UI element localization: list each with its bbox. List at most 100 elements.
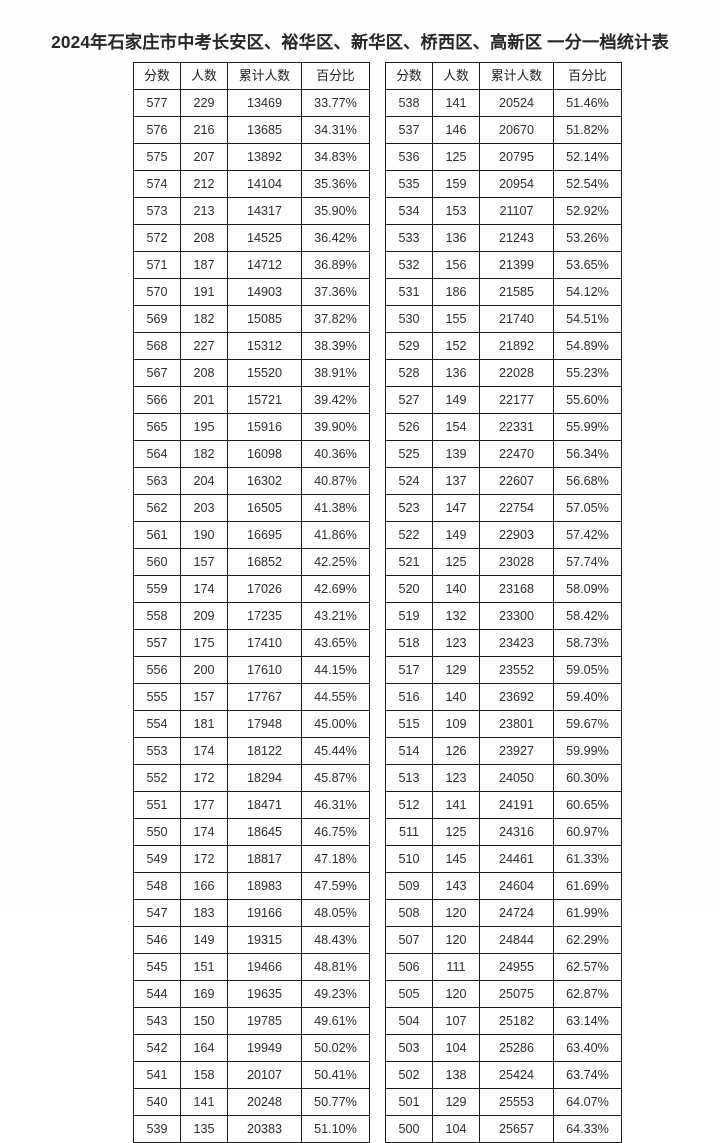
- count-cell: 152: [432, 332, 480, 360]
- table-row: 576 216 13685 34.31%: [133, 116, 370, 144]
- table-row: 553 174 18122 45.44%: [133, 737, 370, 765]
- count-cell: 146: [432, 116, 480, 144]
- table-row: 567 208 15520 38.91%: [133, 359, 370, 387]
- table-row: 535 159 20954 52.54%: [385, 170, 622, 198]
- score-cell: 560: [133, 548, 181, 576]
- count-cell: 191: [180, 278, 228, 306]
- score-cell: 567: [133, 359, 181, 387]
- cumulative-cell: 18983: [227, 872, 302, 900]
- table-row: 501 129 25553 64.07%: [385, 1088, 622, 1116]
- percent-cell: 59.67%: [553, 710, 622, 738]
- cumulative-cell: 21892: [479, 332, 554, 360]
- column-header-score: 分数: [133, 62, 181, 90]
- percent-cell: 53.26%: [553, 224, 622, 252]
- count-cell: 212: [180, 170, 228, 198]
- score-cell: 544: [133, 980, 181, 1008]
- score-cell: 511: [385, 818, 433, 846]
- table-row: 529 152 21892 54.89%: [385, 332, 622, 360]
- table-row: 504 107 25182 63.14%: [385, 1007, 622, 1035]
- score-cell: 536: [385, 143, 433, 171]
- count-cell: 138: [432, 1061, 480, 1089]
- count-cell: 141: [432, 791, 480, 819]
- count-cell: 157: [180, 548, 228, 576]
- percent-cell: 39.90%: [301, 413, 370, 441]
- count-cell: 154: [432, 413, 480, 441]
- score-cell: 507: [385, 926, 433, 954]
- score-cell: 552: [133, 764, 181, 792]
- count-cell: 149: [432, 386, 480, 414]
- percent-cell: 37.82%: [301, 305, 370, 333]
- count-cell: 104: [432, 1034, 480, 1062]
- table-row: 556 200 17610 44.15%: [133, 656, 370, 684]
- header-row: 分数 人数 累计人数 百分比: [385, 62, 622, 90]
- table-row: 532 156 21399 53.65%: [385, 251, 622, 279]
- score-cell: 568: [133, 332, 181, 360]
- count-cell: 174: [180, 575, 228, 603]
- table-row: 510 145 24461 61.33%: [385, 845, 622, 873]
- table-row: 537 146 20670 51.82%: [385, 116, 622, 144]
- count-cell: 141: [432, 89, 480, 117]
- right-table-container: 分数 人数 累计人数 百分比 538 141 20524 51.46% 537 146 20…: [385, 62, 622, 1143]
- percent-cell: 45.00%: [301, 710, 370, 738]
- table-row: 544 169 19635 49.23%: [133, 980, 370, 1008]
- table-row: 515 109 23801 59.67%: [385, 710, 622, 738]
- percent-cell: 60.65%: [553, 791, 622, 819]
- percent-cell: 47.18%: [301, 845, 370, 873]
- count-cell: 132: [432, 602, 480, 630]
- cumulative-cell: 23028: [479, 548, 554, 576]
- score-cell: 519: [385, 602, 433, 630]
- table-row: 577 229 13469 33.77%: [133, 89, 370, 117]
- percent-cell: 60.97%: [553, 818, 622, 846]
- table-row: 555 157 17767 44.55%: [133, 683, 370, 711]
- table-row: 575 207 13892 34.83%: [133, 143, 370, 171]
- statistics-page: 2024年石家庄市中考长安区、裕华区、新华区、桥西区、高新区 一分一档统计表 分…: [51, 32, 669, 1143]
- score-cell: 555: [133, 683, 181, 711]
- table-row: 552 172 18294 45.87%: [133, 764, 370, 792]
- percent-cell: 62.87%: [553, 980, 622, 1008]
- cumulative-cell: 20795: [479, 143, 554, 171]
- score-cell: 571: [133, 251, 181, 279]
- table-row: 547 183 19166 48.05%: [133, 899, 370, 927]
- score-cell: 526: [385, 413, 433, 441]
- score-cell: 565: [133, 413, 181, 441]
- score-cell: 530: [385, 305, 433, 333]
- count-cell: 164: [180, 1034, 228, 1062]
- cumulative-cell: 19315: [227, 926, 302, 954]
- table-row: 563 204 16302 40.87%: [133, 467, 370, 495]
- percent-cell: 43.65%: [301, 629, 370, 657]
- percent-cell: 61.33%: [553, 845, 622, 873]
- percent-cell: 61.69%: [553, 872, 622, 900]
- table-row: 549 172 18817 47.18%: [133, 845, 370, 873]
- percent-cell: 36.42%: [301, 224, 370, 252]
- cumulative-cell: 23801: [479, 710, 554, 738]
- count-cell: 174: [180, 818, 228, 846]
- percent-cell: 57.05%: [553, 494, 622, 522]
- table-row: 503 104 25286 63.40%: [385, 1034, 622, 1062]
- count-cell: 149: [432, 521, 480, 549]
- page-title: 2024年石家庄市中考长安区、裕华区、新华区、桥西区、高新区 一分一档统计表: [51, 32, 669, 52]
- cumulative-cell: 21585: [479, 278, 554, 306]
- percent-cell: 48.05%: [301, 899, 370, 927]
- cumulative-cell: 16098: [227, 440, 302, 468]
- cumulative-cell: 18471: [227, 791, 302, 819]
- cumulative-cell: 25424: [479, 1061, 554, 1089]
- score-cell: 573: [133, 197, 181, 225]
- count-cell: 129: [432, 656, 480, 684]
- score-cell: 559: [133, 575, 181, 603]
- table-row: 551 177 18471 46.31%: [133, 791, 370, 819]
- table-row: 518 123 23423 58.73%: [385, 629, 622, 657]
- table-row: 513 123 24050 60.30%: [385, 764, 622, 792]
- percent-cell: 40.36%: [301, 440, 370, 468]
- percent-cell: 53.65%: [553, 251, 622, 279]
- count-cell: 172: [180, 764, 228, 792]
- count-cell: 125: [432, 143, 480, 171]
- cumulative-cell: 24316: [479, 818, 554, 846]
- count-cell: 136: [432, 359, 480, 387]
- table-row: 568 227 15312 38.39%: [133, 332, 370, 360]
- count-cell: 200: [180, 656, 228, 684]
- score-cell: 545: [133, 953, 181, 981]
- percent-cell: 45.87%: [301, 764, 370, 792]
- score-cell: 506: [385, 953, 433, 981]
- score-cell: 522: [385, 521, 433, 549]
- table-row: 511 125 24316 60.97%: [385, 818, 622, 846]
